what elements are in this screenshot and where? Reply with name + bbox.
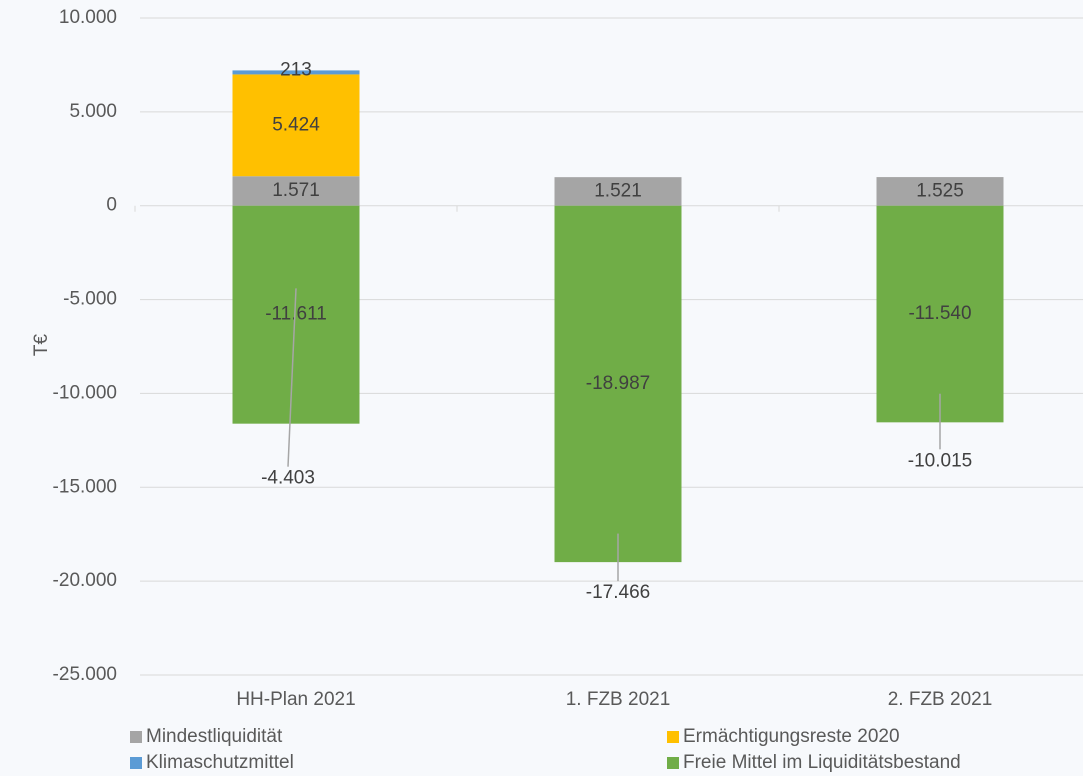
- data-label: -11.611: [265, 304, 327, 325]
- bar-segment: [554, 205, 682, 563]
- legend-swatch: [130, 731, 142, 743]
- y-axis-label: T€: [31, 333, 52, 356]
- y-tick-label: 10.000: [59, 7, 117, 28]
- bar-segment: [232, 74, 360, 177]
- total-label: -4.403: [261, 468, 315, 489]
- total-label: -17.466: [586, 582, 650, 603]
- y-tick-label: -5.000: [63, 289, 117, 310]
- y-tick-label: -25.000: [53, 664, 117, 685]
- data-label: 1.521: [594, 180, 642, 201]
- y-tick-label: -15.000: [53, 476, 117, 497]
- legend-swatch: [667, 757, 679, 769]
- data-label: -11.540: [908, 303, 971, 324]
- y-tick-label: -10.000: [53, 382, 117, 403]
- y-tick-label: 5.000: [69, 101, 117, 122]
- bar-segment: [232, 205, 360, 424]
- data-label: 1.571: [272, 180, 320, 201]
- x-tick-label: 1. FZB 2021: [566, 689, 671, 710]
- total-leader: [287, 288, 297, 467]
- bar-segment: [554, 177, 682, 206]
- data-label: 1.525: [916, 180, 964, 201]
- data-label: -18.987: [586, 373, 650, 394]
- bar-segment: [232, 176, 360, 206]
- y-tick-label: -20.000: [53, 570, 117, 591]
- legend-label: Freie Mittel im Liquiditätsbestand: [683, 752, 961, 773]
- x-tick-label: HH-Plan 2021: [236, 689, 355, 710]
- bar-segment: [876, 205, 1004, 423]
- total-label: -10.015: [908, 450, 972, 471]
- bar-segment: [232, 70, 360, 75]
- legend-swatch: [667, 731, 679, 743]
- y-tick-label: 0: [106, 195, 117, 216]
- x-tick-label: 2. FZB 2021: [888, 689, 993, 710]
- bar-segment: [876, 177, 1004, 206]
- legend-swatch: [130, 757, 142, 769]
- legend-label: Ermächtigungsreste 2020: [683, 726, 900, 747]
- data-label: 213: [280, 59, 312, 80]
- legend-label: Mindestliquidität: [146, 726, 283, 747]
- legend-label: Klimaschutzmittel: [146, 752, 294, 773]
- data-label: 5.424: [272, 114, 320, 135]
